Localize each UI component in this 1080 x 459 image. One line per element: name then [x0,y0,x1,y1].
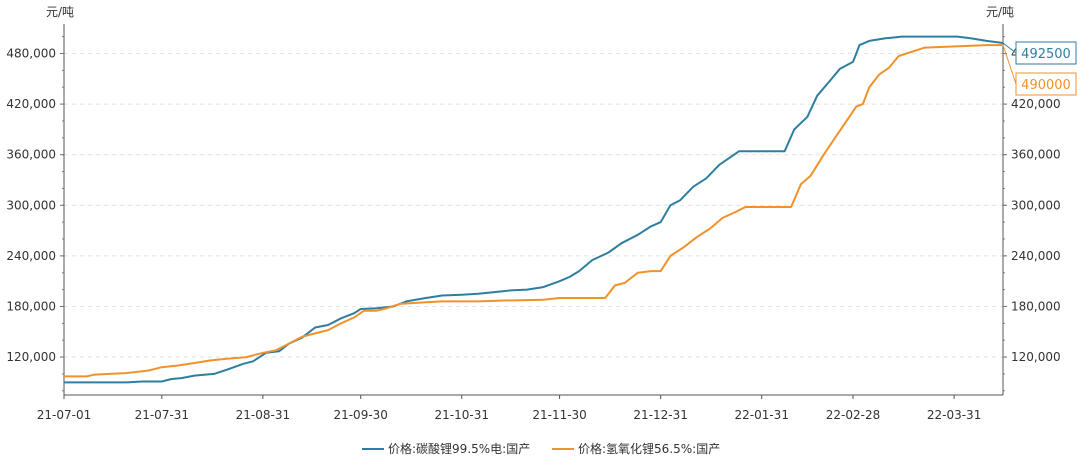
x-tick-label: 22-03-31 [927,408,981,422]
y-tick-label: 480,000 [6,47,56,61]
y-tick-label-right: 300,000 [1011,198,1061,212]
y-tick-label-right: 360,000 [1011,148,1061,162]
series-line-0 [64,35,1004,384]
y-tick-label: 300,000 [6,198,56,212]
y-tick-label: 180,000 [6,299,56,313]
end-label-box [1015,72,1077,96]
end-label-box [1015,41,1077,65]
legend-label: 价格:碳酸锂99.5%电:国产 [388,441,530,456]
legend-item-lithium-hydroxide[interactable]: 价格:氢氧化锂56.5%:国产 [552,441,720,456]
x-tick-label: 21-10-31 [435,408,489,422]
y-tick-label: 420,000 [6,97,56,111]
y-tick-label-right: 420,000 [1011,97,1061,111]
x-tick-label: 21-07-31 [135,408,189,422]
y-tick-label-right: 120,000 [1011,350,1061,364]
x-tick-label: 22-01-31 [734,408,788,422]
end-label-leader [1002,42,1017,54]
tick-labels: 120,000 120,000 180,000 180,000 240,000 240,0… [6,47,1060,422]
x-tick-label: 21-07-01 [37,408,91,422]
legend: 价格:碳酸锂99.5%电:国产 价格:氢氧化锂56.5%:国产 [362,441,720,456]
left-unit-label: 元/吨 [46,5,74,19]
legend-label: 价格:氢氧化锂56.5%:国产 [578,441,720,456]
y-tick-label: 360,000 [6,148,56,162]
x-tick-label: 21-09-30 [333,408,387,422]
y-tick-label-right: 180,000 [1011,299,1061,313]
legend-item-lithium-carbonate[interactable]: 价格:碳酸锂99.5%电:国产 [362,441,530,456]
x-tick-label: 21-11-30 [532,408,586,422]
end-labels: 492500 490000 [1002,41,1077,96]
end-label-value: 490000 [1021,78,1071,93]
end-label-leader [1002,44,1017,85]
x-tick-label: 22-02-28 [826,408,880,422]
y-tick-label-right: 240,000 [1011,249,1061,263]
axes [60,24,1007,399]
x-tick-label: 21-08-31 [236,408,290,422]
series-lines [64,35,1004,384]
gridlines [64,53,1003,358]
end-label-value: 492500 [1021,47,1071,62]
series-line-1 [64,44,1003,378]
y-tick-label: 240,000 [6,249,56,263]
y-tick-label: 120,000 [6,350,56,364]
right-unit-label: 元/吨 [986,5,1014,19]
x-tick-label: 21-12-31 [633,408,687,422]
